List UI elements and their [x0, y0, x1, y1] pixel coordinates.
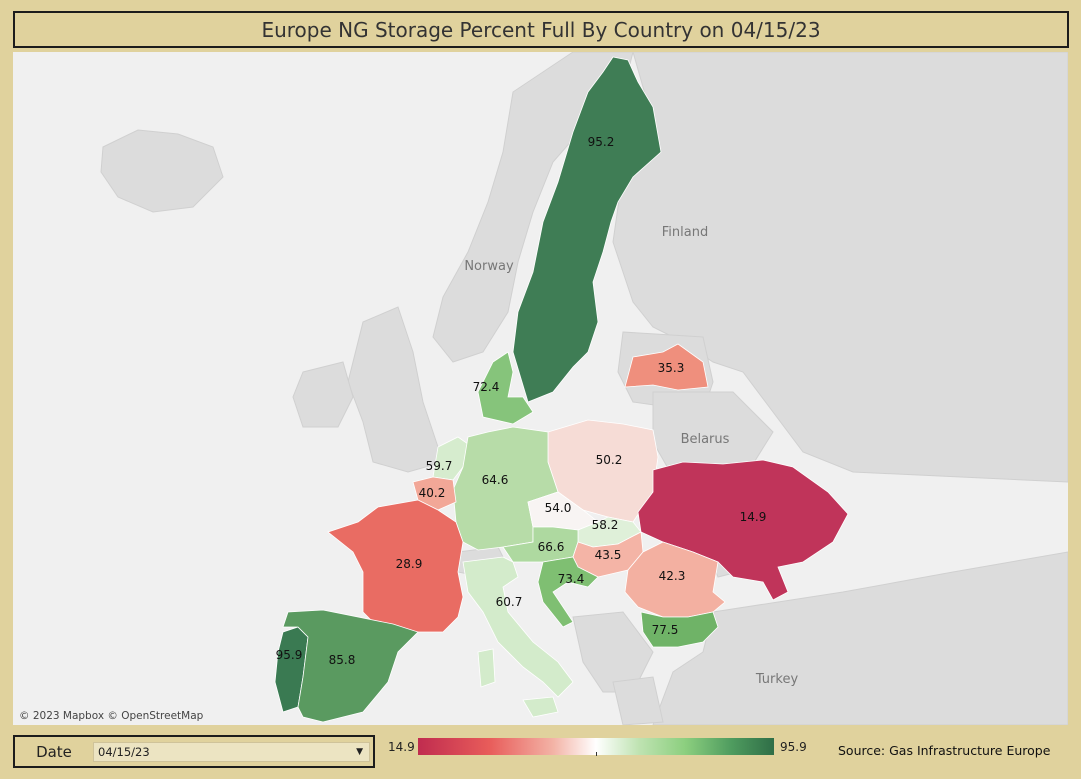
date-dropdown[interactable]: 04/15/23 ▼ — [93, 741, 370, 762]
value-label-hungary: 43.5 — [595, 548, 622, 562]
country-shape-romania[interactable] — [624, 541, 726, 618]
map-canvas[interactable]: Finland Norway Belarus Turkey 95.2 35.3 72… — [13, 52, 1068, 725]
date-dropdown-value: 04/15/23 — [98, 744, 150, 759]
geo-label-turkey: Turkey — [755, 672, 799, 687]
date-filter-label: Date — [36, 742, 72, 761]
value-label-romania: 42.3 — [659, 569, 686, 583]
value-label-france: 28.9 — [396, 557, 423, 571]
geo-label-belarus: Belarus — [681, 432, 730, 447]
country-shape-sweden[interactable] — [512, 56, 662, 403]
value-label-ukraine: 14.9 — [740, 510, 767, 524]
color-legend-bar — [418, 738, 774, 755]
value-label-italy: 60.7 — [496, 595, 523, 609]
geo-label-finland: Finland — [662, 225, 708, 240]
value-label-netherlands: 59.7 — [426, 459, 453, 473]
value-label-belgium: 40.2 — [419, 486, 446, 500]
value-label-slovakia: 58.2 — [592, 518, 619, 532]
dashboard-title: Europe NG Storage Percent Full By Countr… — [13, 11, 1069, 48]
value-label-czechia: 54.0 — [545, 501, 572, 515]
value-labels: 95.2 35.3 72.4 50.2 59.7 64.6 40.2 54.0 14.9 58.2… — [276, 135, 767, 667]
value-label-croatia: 73.4 — [558, 572, 585, 586]
country-shape-denmark[interactable] — [477, 351, 534, 425]
country-shape-croatia[interactable] — [537, 556, 599, 628]
legend-midpoint-tick — [596, 752, 597, 756]
value-label-sweden: 95.2 — [588, 135, 615, 149]
value-label-denmark: 72.4 — [473, 380, 500, 394]
value-label-austria: 66.6 — [538, 540, 565, 554]
country-shape-italy[interactable] — [462, 556, 574, 698]
legend-min-label: 14.9 — [388, 740, 415, 754]
country-shape-ukraine[interactable] — [637, 459, 849, 601]
date-filter: Date 04/15/23 ▼ — [13, 735, 375, 768]
choropleth-map[interactable]: Finland Norway Belarus Turkey 95.2 35.3 72… — [13, 52, 1068, 725]
value-label-poland: 50.2 — [596, 453, 623, 467]
chevron-down-icon[interactable]: ▼ — [356, 746, 363, 757]
background-land — [100, 52, 1068, 725]
country-shape-sardinia[interactable] — [477, 648, 496, 688]
country-shape-austria[interactable] — [502, 526, 579, 563]
map-attribution[interactable]: © 2023 Mapbox © OpenStreetMap — [19, 710, 204, 722]
value-label-latvia: 35.3 — [658, 361, 685, 375]
legend-max-label: 95.9 — [780, 740, 807, 754]
country-shape-sicily[interactable] — [522, 696, 559, 718]
country-shape-spain[interactable] — [282, 609, 419, 723]
value-label-portugal: 95.9 — [276, 648, 303, 662]
country-shapes[interactable] — [274, 56, 849, 723]
value-label-spain: 85.8 — [329, 653, 356, 667]
country-shape-latvia[interactable] — [624, 343, 709, 391]
value-label-germany: 64.6 — [482, 473, 509, 487]
country-shape-france[interactable] — [327, 499, 464, 633]
geo-label-norway: Norway — [464, 259, 514, 274]
source-note: Source: Gas Infrastructure Europe — [838, 743, 1051, 758]
value-label-bulgaria: 77.5 — [652, 623, 679, 637]
country-shape-bulgaria[interactable] — [640, 611, 719, 648]
